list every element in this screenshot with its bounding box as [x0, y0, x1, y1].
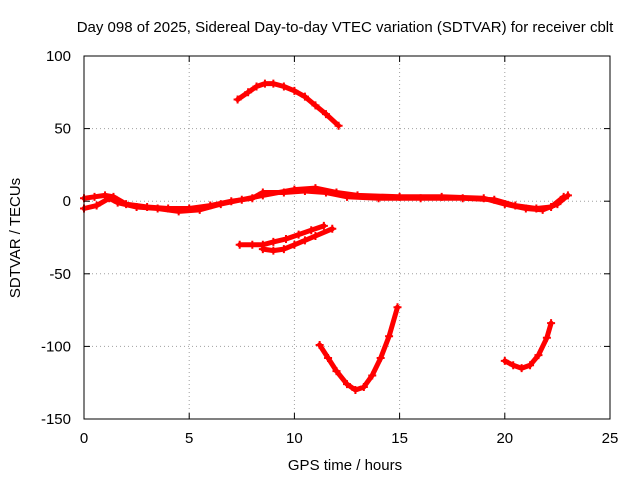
- x-tick-label: 20: [496, 430, 513, 447]
- data-point: [321, 110, 330, 119]
- x-tick-label: 5: [185, 430, 193, 447]
- y-tick-label: -100: [41, 338, 71, 355]
- series-arc-low-v: [317, 304, 400, 393]
- data-point: [393, 303, 402, 312]
- data-point: [328, 224, 337, 233]
- data-point: [269, 237, 278, 246]
- data-point: [351, 385, 360, 394]
- data-point: [252, 82, 261, 91]
- data-point: [237, 195, 246, 204]
- data-point: [92, 201, 101, 210]
- data-point: [290, 185, 299, 194]
- data-point: [385, 332, 394, 341]
- axis-ticks: 0 5 10 15 20 25 -150 -100 -50 0 50 100: [41, 48, 618, 447]
- data-point: [521, 204, 530, 213]
- data-point: [526, 361, 535, 370]
- data-point: [269, 246, 278, 255]
- data-point: [538, 205, 547, 214]
- data-point: [195, 205, 204, 214]
- data-point: [300, 236, 309, 245]
- data-point: [324, 354, 333, 363]
- data-point: [290, 240, 299, 249]
- data-point: [216, 200, 225, 209]
- series-arc-low-u: [502, 320, 554, 371]
- data-point: [332, 367, 341, 376]
- data-point: [233, 95, 242, 104]
- y-tick-label: 100: [46, 48, 71, 65]
- data-point: [105, 194, 114, 203]
- data-point: [315, 340, 324, 349]
- data-point: [258, 191, 267, 200]
- data-point: [307, 226, 316, 235]
- x-tick-label: 10: [286, 430, 303, 447]
- data-point: [260, 79, 269, 88]
- data-point: [113, 198, 122, 207]
- data-point: [376, 354, 385, 363]
- data-point: [279, 245, 288, 254]
- data-point: [553, 200, 562, 209]
- data-point: [437, 192, 446, 201]
- y-tick-label: 50: [54, 121, 71, 138]
- data-point: [500, 356, 509, 365]
- data-point: [542, 333, 551, 342]
- data-point: [534, 351, 543, 360]
- data-point: [258, 245, 267, 254]
- data-point: [311, 101, 320, 110]
- data-point: [332, 188, 341, 197]
- data-point: [359, 383, 368, 392]
- data-point: [248, 240, 257, 249]
- data-point: [244, 88, 253, 97]
- data-series: [80, 79, 572, 394]
- x-tick-label: 15: [391, 430, 408, 447]
- x-tick-label: 0: [80, 430, 88, 447]
- plot-frame: [83, 55, 611, 420]
- data-point: [319, 221, 328, 230]
- data-point: [547, 319, 556, 328]
- data-point: [294, 230, 303, 239]
- data-point: [368, 371, 377, 380]
- data-point: [153, 204, 162, 213]
- data-point: [300, 92, 309, 101]
- data-point: [279, 82, 288, 91]
- x-tick-label: 25: [602, 430, 619, 447]
- grid: [84, 56, 610, 419]
- data-point: [235, 240, 244, 249]
- data-point: [269, 79, 278, 88]
- data-point: [517, 364, 526, 373]
- data-point: [479, 194, 488, 203]
- data-point: [395, 192, 404, 201]
- y-tick-label: -50: [49, 266, 71, 283]
- series-arc-high: [235, 81, 342, 129]
- y-tick-label: 0: [63, 193, 71, 210]
- y-axis-label: SDTVAR / TECUs: [7, 178, 24, 298]
- data-point: [509, 361, 518, 370]
- data-point: [90, 192, 99, 201]
- data-point: [132, 203, 141, 212]
- data-point: [311, 232, 320, 241]
- data-point: [563, 191, 572, 200]
- data-point: [500, 200, 509, 209]
- data-point: [353, 191, 362, 200]
- data-point: [334, 121, 343, 130]
- data-point: [281, 234, 290, 243]
- data-point: [343, 380, 351, 389]
- data-point: [311, 184, 320, 193]
- x-axis-label: GPS time / hours: [288, 457, 402, 474]
- data-point: [174, 207, 183, 216]
- y-tick-label: -150: [41, 411, 71, 428]
- data-point: [290, 86, 299, 95]
- chart-title: Day 098 of 2025, Sidereal Day-to-day VTE…: [77, 19, 614, 36]
